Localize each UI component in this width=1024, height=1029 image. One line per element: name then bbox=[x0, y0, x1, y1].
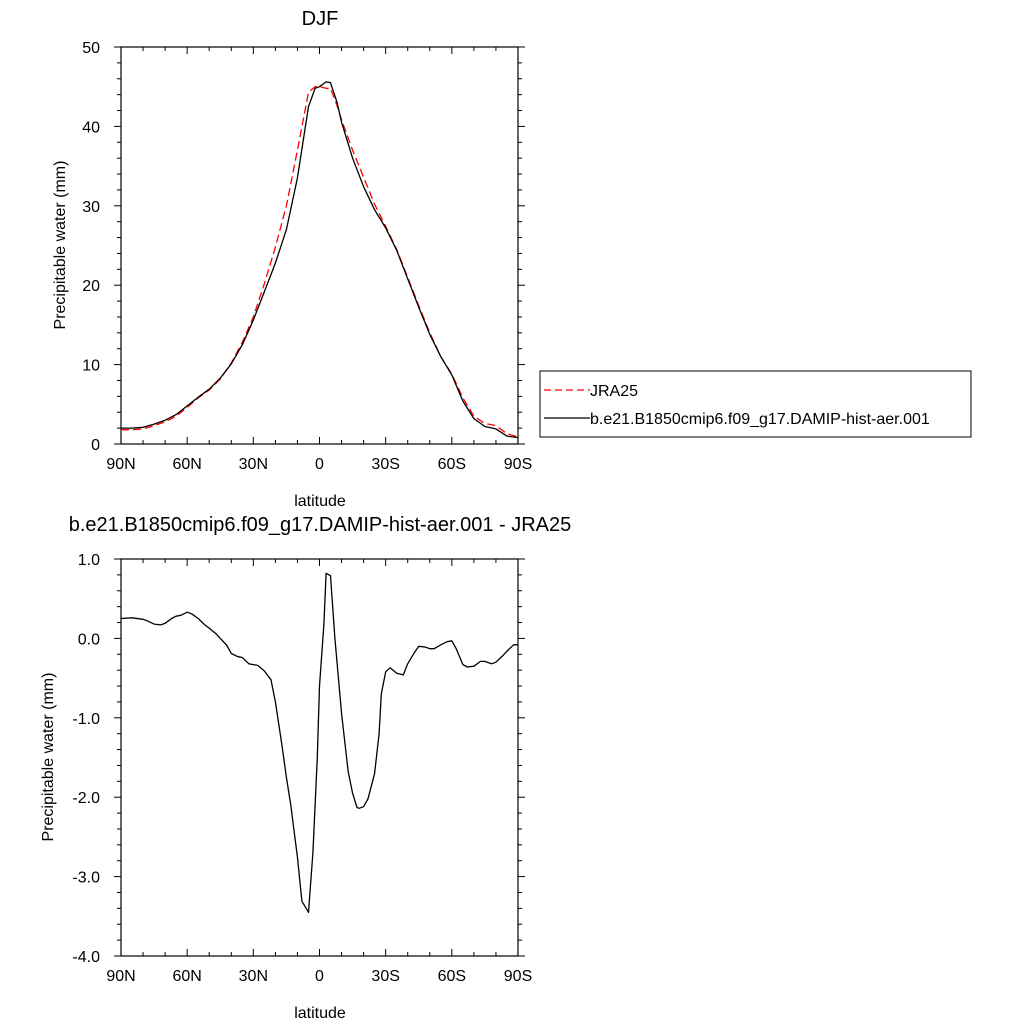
bottom-series-line-difference bbox=[120, 572, 518, 913]
bottom-y-tick-labels: -4.0 -3.0 -2.0 -1.0 0.0 1.0 bbox=[72, 552, 100, 966]
top-x-tick-label: 60S bbox=[438, 456, 466, 473]
legend-box bbox=[539, 370, 972, 438]
top-series-line-jra25 bbox=[121, 86, 519, 438]
bottom-y-tick-label: -2.0 bbox=[72, 790, 100, 807]
top-x-tick-label: 90S bbox=[504, 456, 532, 473]
bottom-x-tick-label: 60N bbox=[172, 968, 201, 985]
top-y-tick-labels: 0 10 20 30 40 50 bbox=[82, 40, 100, 454]
bottom-chart-title: b.e21.B1850cmip6.f09_g17.DAMIP-hist-aer.… bbox=[69, 514, 572, 536]
top-x-tick-label: 0 bbox=[315, 456, 324, 473]
top-series bbox=[121, 81, 519, 439]
top-y-tick-label: 20 bbox=[82, 278, 100, 295]
bottom-x-tick-label: 90N bbox=[106, 968, 135, 985]
top-ticks bbox=[114, 46, 525, 445]
bottom-x-tick-label: 60S bbox=[438, 968, 466, 985]
top-y-tick-label: 0 bbox=[91, 437, 100, 454]
bottom-chart: b.e21.B1850cmip6.f09_g17.DAMIP-hist-aer.… bbox=[40, 514, 571, 1022]
top-x-tick-labels: 90N 60N 30N 0 30S 60S 90S bbox=[106, 456, 532, 473]
top-chart-title: DJF bbox=[302, 8, 339, 30]
top-y-tick-label: 30 bbox=[82, 199, 100, 216]
bottom-y-tick-label: -1.0 bbox=[72, 711, 100, 728]
top-x-tick-label: 30N bbox=[239, 456, 268, 473]
legend-label-model: b.e21.B1850cmip6.f09_g17.DAMIP-hist-aer.… bbox=[590, 411, 930, 428]
top-x-axis-label: latitude bbox=[294, 493, 346, 510]
top-x-tick-label: 30S bbox=[371, 456, 399, 473]
top-y-tick-label: 50 bbox=[82, 40, 100, 57]
top-chart: DJF 90N 60N 30N 0 30S 60S 90S 0 10 20 30 40 50 lati… bbox=[52, 8, 532, 510]
bottom-x-tick-labels: 90N 60N 30N 0 30S 60S 90S bbox=[106, 968, 532, 985]
bottom-x-tick-label: 0 bbox=[315, 968, 324, 985]
legend: JRA25 b.e21.B1850cmip6.f09_g17.DAMIP-his… bbox=[539, 370, 972, 438]
bottom-x-tick-label: 30S bbox=[371, 968, 399, 985]
bottom-ticks bbox=[114, 558, 525, 957]
top-plot-frame bbox=[120, 46, 519, 445]
bottom-y-tick-label: 0.0 bbox=[78, 631, 100, 648]
top-y-tick-label: 40 bbox=[82, 119, 100, 136]
bottom-x-tick-label: 30N bbox=[239, 968, 268, 985]
top-y-tick-label: 10 bbox=[82, 358, 100, 375]
bottom-x-tick-label: 90S bbox=[504, 968, 532, 985]
bottom-y-tick-label: -4.0 bbox=[72, 949, 100, 966]
top-x-tick-label: 60N bbox=[172, 456, 201, 473]
bottom-y-axis-label: Precipitable water (mm) bbox=[40, 673, 57, 842]
legend-label-jra25: JRA25 bbox=[590, 383, 638, 400]
top-series-line-model bbox=[121, 81, 519, 439]
bottom-x-axis-label: latitude bbox=[294, 1005, 346, 1022]
bottom-y-tick-label: 1.0 bbox=[78, 552, 100, 569]
top-x-tick-label: 90N bbox=[106, 456, 135, 473]
top-y-axis-label: Precipitable water (mm) bbox=[52, 161, 69, 330]
bottom-y-tick-label: -3.0 bbox=[72, 870, 100, 887]
bottom-series bbox=[120, 572, 518, 913]
bottom-plot-frame bbox=[120, 558, 519, 957]
